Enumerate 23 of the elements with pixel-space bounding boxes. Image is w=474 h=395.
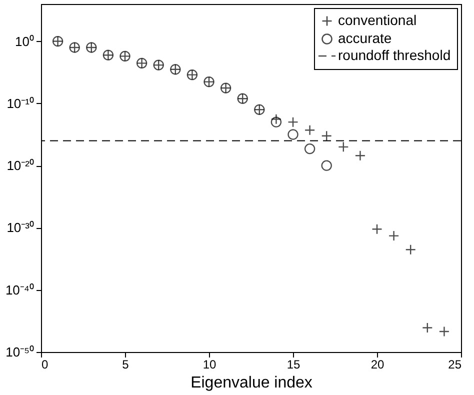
y-tick-label: 10⁻³⁰ <box>6 220 34 236</box>
point <box>438 326 450 337</box>
legend-label: roundoff threshold <box>338 47 451 63</box>
x-tick-label: 5 <box>122 358 130 372</box>
x-tick-label: 0 <box>42 358 48 372</box>
point <box>304 143 316 154</box>
point <box>270 116 282 128</box>
point <box>372 224 382 234</box>
x-tick-label: 25 <box>448 358 462 372</box>
y-tick-label: 10⁻²⁰ <box>6 158 34 174</box>
x-axis-title: Eigenvalue index <box>190 374 312 392</box>
point <box>288 116 298 128</box>
x-tick-label: 20 <box>370 358 384 372</box>
y-tick-label: 10⁻⁵⁰ <box>6 344 34 360</box>
y-tick-label: 10⁰ <box>15 34 34 49</box>
y-tick-label: 10⁻⁴⁰ <box>5 282 34 298</box>
legend-label: accurate <box>338 30 392 46</box>
x-tick-label: 10 <box>202 358 216 372</box>
x-tick-label: 15 <box>286 358 300 372</box>
point <box>321 160 332 171</box>
legend-label: conventional <box>338 12 417 28</box>
y-tick-label: 10⁻¹⁰ <box>6 96 34 111</box>
point <box>288 129 298 140</box>
